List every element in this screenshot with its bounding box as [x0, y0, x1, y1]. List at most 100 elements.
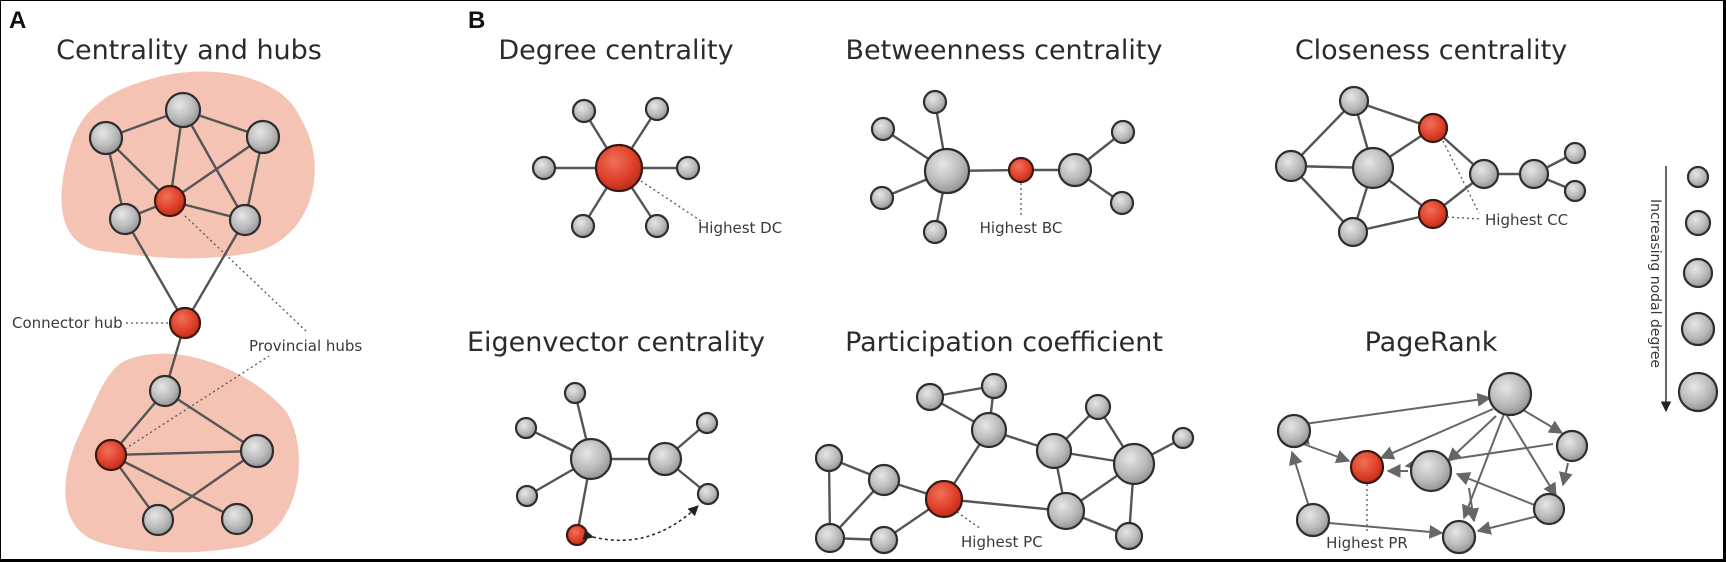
- node: [870, 116, 896, 142]
- node: [814, 522, 846, 554]
- node: [148, 374, 182, 408]
- node: [514, 416, 538, 440]
- node: [1338, 85, 1370, 117]
- node: [647, 441, 683, 477]
- label-highest-bc: Highest BC: [980, 219, 1063, 237]
- node: [1337, 216, 1369, 248]
- node: [1532, 492, 1566, 526]
- node: [1046, 491, 1086, 531]
- node: [915, 382, 945, 412]
- label-highest-pr: Highest PR: [1326, 534, 1408, 552]
- closeness-network: [1274, 85, 1587, 248]
- node: [1171, 426, 1195, 450]
- connector-hub-node: [168, 306, 202, 340]
- node: [675, 155, 701, 181]
- node: [1487, 371, 1533, 417]
- node: [563, 381, 587, 405]
- node: [1563, 141, 1587, 165]
- node: [1295, 502, 1331, 538]
- degree-network: [531, 96, 701, 239]
- title-pagerank: PageRank: [1365, 327, 1498, 358]
- highest-pc-node: [924, 479, 964, 519]
- label-highest-dc: Highest DC: [698, 219, 782, 237]
- legend-node-size-5: [1677, 371, 1719, 413]
- legend-node-size-3: [1682, 257, 1714, 289]
- node: [1276, 413, 1312, 449]
- label-increasing-nodal-degree: Increasing nodal degree: [1647, 199, 1663, 368]
- node: [1563, 179, 1587, 203]
- highest-cc-leader-bottom: [1446, 216, 1482, 220]
- node: [1109, 190, 1135, 216]
- node: [922, 89, 948, 115]
- node: [571, 98, 597, 124]
- highest-dc-leader: [640, 180, 702, 222]
- highest-cc-leader-top: [1442, 140, 1480, 214]
- highest-cc-node: [1417, 112, 1449, 144]
- node: [1518, 158, 1550, 190]
- node: [923, 147, 971, 195]
- node: [1441, 519, 1477, 555]
- highest-dc-node: [594, 143, 644, 193]
- provincial-hub-node: [153, 184, 187, 218]
- node: [1057, 152, 1093, 188]
- node: [88, 120, 124, 156]
- node: [569, 437, 613, 481]
- node: [1110, 119, 1136, 145]
- highest-bc-node: [1007, 156, 1035, 184]
- node: [108, 202, 142, 236]
- node: [239, 433, 275, 469]
- node: [1409, 449, 1453, 493]
- node: [1035, 432, 1073, 470]
- node: [980, 372, 1008, 400]
- pagerank-network: [1276, 371, 1589, 555]
- node: [531, 155, 557, 181]
- title-participation-coefficient: Participation coefficient: [845, 327, 1163, 358]
- highest-cc-node: [1417, 198, 1449, 230]
- degree-legend: Increasing nodal degree: [1647, 165, 1719, 413]
- label-connector-hub: Connector hub: [12, 314, 123, 332]
- node: [164, 91, 202, 129]
- node: [228, 203, 262, 237]
- node: [1114, 521, 1144, 551]
- node: [515, 484, 539, 508]
- title-centrality-and-hubs: Centrality and hubs: [56, 35, 322, 66]
- hubs-network: [88, 91, 281, 537]
- label-highest-pc: Highest PC: [961, 533, 1043, 551]
- provincial-hub-node: [94, 438, 128, 472]
- panel-letter-a: A: [9, 7, 26, 34]
- title-closeness-centrality: Closeness centrality: [1295, 35, 1567, 66]
- label-provincial-hubs: Provincial hubs: [249, 337, 362, 355]
- node: [220, 502, 254, 536]
- node: [1351, 146, 1395, 190]
- provincial-hub-leader-bottom: [124, 355, 270, 450]
- eigenvector-comparison-arrow: [582, 505, 699, 541]
- title-eigenvector-centrality: Eigenvector centrality: [467, 327, 765, 358]
- node: [1468, 158, 1500, 190]
- node: [1555, 429, 1589, 463]
- node: [867, 463, 901, 497]
- betweenness-network: [869, 89, 1136, 245]
- highest-pc-leader: [956, 511, 982, 530]
- label-highest-cc: Highest CC: [1485, 211, 1568, 229]
- title-betweenness-centrality: Betweenness centrality: [846, 35, 1163, 66]
- node: [814, 443, 844, 473]
- node: [141, 503, 175, 537]
- node: [869, 185, 895, 211]
- highest-pr-node: [1349, 449, 1385, 485]
- eigenvector-highlight-node: [565, 523, 589, 547]
- title-degree-centrality: Degree centrality: [498, 35, 733, 66]
- node: [1112, 442, 1156, 486]
- node: [644, 96, 670, 122]
- node: [1274, 149, 1308, 183]
- node: [245, 119, 281, 155]
- legend-node-size-2: [1684, 209, 1712, 237]
- node: [696, 482, 720, 506]
- participation-network: [814, 372, 1195, 555]
- eigenvector-network: [514, 381, 720, 547]
- legend-node-size-4: [1680, 311, 1716, 347]
- node: [922, 219, 948, 245]
- panel-letter-b: B: [468, 7, 485, 34]
